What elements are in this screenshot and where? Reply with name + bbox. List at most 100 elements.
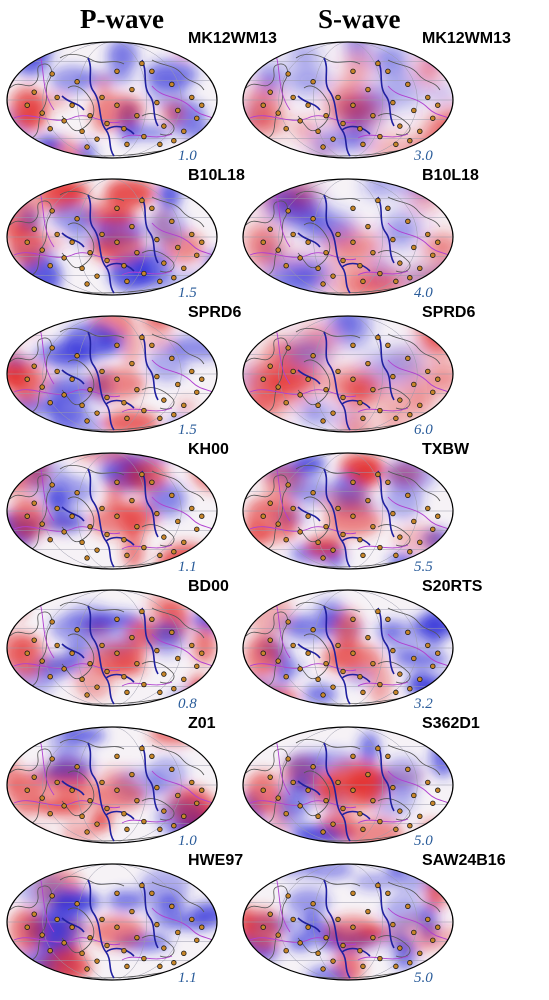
map-outline xyxy=(6,726,218,844)
hotspot-marker xyxy=(169,766,175,773)
hotspot-marker xyxy=(114,513,120,519)
hotspot-marker xyxy=(129,634,135,641)
hotspot-marker xyxy=(141,544,147,551)
hotspot-marker xyxy=(189,368,195,375)
hotspot-marker xyxy=(61,940,67,946)
hotspot-marker xyxy=(390,510,396,517)
hotspot-marker xyxy=(24,787,30,793)
tomography-map xyxy=(6,863,218,981)
map-panel-s-sprd6: SPRD6 6.0 xyxy=(238,304,510,446)
hotspot-marker xyxy=(315,676,321,683)
hotspot-marker xyxy=(61,118,67,124)
map-outline xyxy=(6,315,218,433)
hotspot-marker xyxy=(430,800,436,806)
hotspot-marker xyxy=(87,112,93,119)
color-scale-max-label: 1.0 xyxy=(178,148,197,164)
hotspot-marker xyxy=(54,368,60,375)
hotspot-marker xyxy=(305,924,311,930)
hotspot-marker xyxy=(430,663,436,669)
hotspot-marker xyxy=(74,353,80,359)
hotspot-marker xyxy=(310,353,316,359)
hotspot-marker xyxy=(375,334,381,341)
hotspot-marker xyxy=(24,376,30,382)
hotspot-marker xyxy=(24,924,30,930)
hotspot-marker xyxy=(350,890,356,896)
hotspot-marker xyxy=(49,756,55,762)
hotspot-marker xyxy=(417,402,423,409)
graticule xyxy=(7,590,217,706)
graticule xyxy=(7,179,217,295)
tomography-map xyxy=(6,178,218,296)
hotspot-marker xyxy=(310,901,316,907)
map-panel-p-kh00: KH00 1.1 xyxy=(2,441,274,583)
hotspot-marker xyxy=(99,779,105,786)
hotspot-marker xyxy=(385,479,391,485)
map-panel-s-saw24b16: SAW24B16 5.0 xyxy=(238,852,510,994)
plate-boundaries xyxy=(297,468,395,568)
plate-boundaries xyxy=(297,742,395,842)
hotspot-marker xyxy=(114,239,120,245)
hotspot-marker xyxy=(47,537,53,543)
model-name-label: TXBW xyxy=(422,441,470,458)
hotspot-marker xyxy=(340,668,346,675)
hotspot-marker xyxy=(149,68,155,74)
hotspot-marker xyxy=(157,278,163,285)
hotspot-marker xyxy=(189,231,195,238)
hotspot-marker xyxy=(297,392,303,398)
hotspot-marker xyxy=(175,244,181,251)
hotspot-marker xyxy=(285,71,291,77)
hotspot-marker xyxy=(114,376,120,382)
hotspot-marker xyxy=(139,608,145,615)
hotspot-marker xyxy=(47,126,53,132)
hotspot-marker xyxy=(149,616,155,622)
hotspot-marker xyxy=(393,141,399,148)
hotspot-marker xyxy=(114,890,120,896)
map-panel-s-s20rts: S20RTS 3.2 xyxy=(238,578,510,720)
hotspot-marker xyxy=(370,249,376,256)
hotspot-marker xyxy=(407,412,413,418)
hotspot-marker xyxy=(61,392,67,398)
hotspot-marker xyxy=(129,223,135,230)
hotspot-marker xyxy=(129,497,135,504)
hotspot-marker xyxy=(370,386,376,393)
hotspot-marker xyxy=(330,273,336,279)
hotspot-marker xyxy=(297,118,303,124)
hotspot-marker xyxy=(330,821,336,827)
hotspot-marker xyxy=(435,376,441,382)
hotspot-marker xyxy=(194,663,200,669)
hotspot-marker xyxy=(129,771,135,778)
hotspot-markers xyxy=(24,882,205,972)
graticule xyxy=(243,590,453,706)
tomography-map xyxy=(242,41,454,159)
hotspot-marker xyxy=(194,800,200,806)
color-scale-max-label: 3.2 xyxy=(414,696,433,712)
hotspot-marker xyxy=(430,389,436,395)
hotspot-marker xyxy=(290,368,296,375)
hotspot-marker xyxy=(121,126,127,132)
hotspot-marker xyxy=(54,94,60,101)
hotspot-marker xyxy=(365,223,371,230)
hotspot-marker xyxy=(430,937,436,943)
hotspot-marker xyxy=(393,552,399,559)
map-outline xyxy=(242,41,454,159)
hotspot-marker xyxy=(47,811,53,817)
hotspot-marker xyxy=(199,239,205,245)
hotspot-marker xyxy=(411,792,417,799)
hotspot-marker xyxy=(425,231,431,238)
hotspot-marker xyxy=(310,627,316,633)
tomography-map xyxy=(242,452,454,570)
hotspot-marker xyxy=(194,252,200,258)
hotspot-marker xyxy=(323,797,329,804)
hotspot-marker xyxy=(154,510,160,517)
hotspot-marker xyxy=(69,787,75,793)
hotspot-marker xyxy=(397,123,403,129)
velocity-anomaly-field xyxy=(7,316,217,432)
hotspot-marker xyxy=(61,255,67,261)
hotspot-marker xyxy=(267,363,273,369)
color-scale-max-label: 1.1 xyxy=(178,970,197,986)
hotspot-marker xyxy=(411,929,417,936)
hotspot-marker xyxy=(390,921,396,928)
hotspot-marker xyxy=(99,231,105,238)
hotspot-marker xyxy=(417,813,423,820)
hotspot-marker xyxy=(154,647,160,654)
